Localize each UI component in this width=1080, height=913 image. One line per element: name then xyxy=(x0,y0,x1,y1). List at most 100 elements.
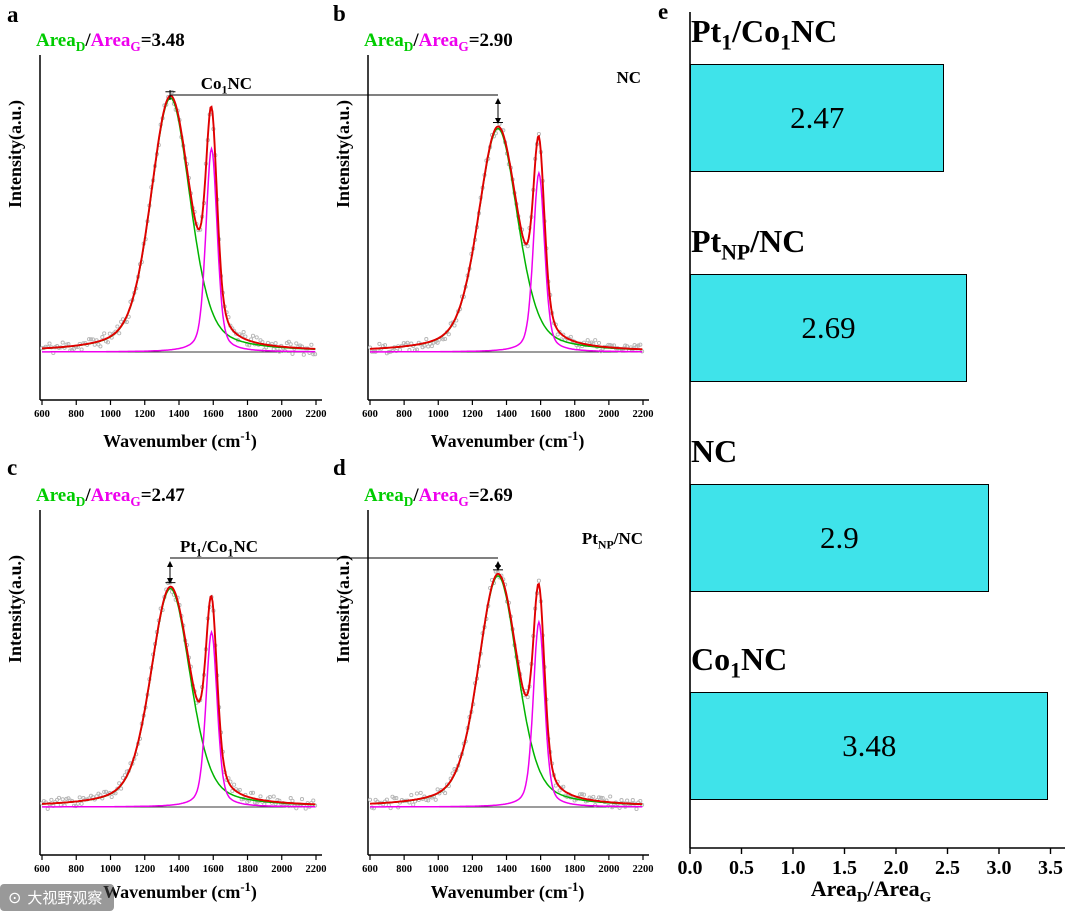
g-band-curve xyxy=(42,629,316,808)
x-tick-label: 1200 xyxy=(134,409,155,420)
raw-data-point xyxy=(394,348,399,354)
x-tick-label: 1600 xyxy=(530,864,551,875)
raw-data-point xyxy=(313,352,318,357)
raw-data-point xyxy=(49,797,54,802)
bar-x-axis-label: AreaD/AreaG xyxy=(810,876,932,906)
area-ratio-title-a: AreaD/AreaG=3.48 xyxy=(36,30,185,55)
x-axis-label: Wavenumber (cm-1) xyxy=(103,880,257,902)
raw-data-point xyxy=(578,792,583,797)
panel-b: 600 800 1000 1200 1400 1600 1800 2000 2200 b Are… xyxy=(328,0,655,455)
raw-data-point xyxy=(47,341,52,346)
x-tick-label: 600 xyxy=(34,409,50,420)
raw-data-point xyxy=(288,342,293,347)
slash: / xyxy=(85,30,91,51)
raw-data-point xyxy=(60,340,65,345)
panel-letter-e: e xyxy=(658,0,669,24)
raw-data-point xyxy=(120,775,126,780)
raw-data-point xyxy=(429,344,434,349)
x-tick-label: 1800 xyxy=(237,864,258,875)
raw-data-point xyxy=(608,794,613,799)
raw-data-point xyxy=(411,802,416,807)
raw-data-point xyxy=(119,786,124,791)
raw-data-point xyxy=(102,331,107,336)
bar-pt1-co1nc: 2.47 xyxy=(690,64,945,172)
raw-data-point xyxy=(561,784,566,789)
raman-spectrum-plot-b: 600 800 1000 1200 1400 1600 1800 2000 2200 xyxy=(362,55,654,420)
d-band-curve xyxy=(42,97,316,350)
d-band-curve xyxy=(370,127,643,351)
panel-a: 600 800 1000 1200 1400 1600 1800 2000 2200 a Are… xyxy=(0,0,328,455)
raw-data-point xyxy=(98,344,103,349)
x-tick-label: 1400 xyxy=(169,864,190,875)
raw-data-point xyxy=(79,347,84,352)
y-axis-label: Intensity(a.u.) xyxy=(5,555,25,664)
raw-data-point xyxy=(435,340,440,345)
raw-data-point xyxy=(593,338,598,343)
raw-data-point xyxy=(232,782,237,787)
raw-data-point xyxy=(585,338,590,343)
sample-label-b: NC xyxy=(616,68,641,87)
raw-data-point xyxy=(56,795,62,800)
raw-data-point xyxy=(424,797,429,803)
raw-data-point xyxy=(414,791,419,796)
x-tick-label: 2000 xyxy=(598,864,619,875)
raw-data-point xyxy=(382,343,388,348)
raw-data-point xyxy=(243,334,248,339)
raw-data-point xyxy=(102,789,107,794)
raw-data-point xyxy=(75,801,80,806)
raw-data-point xyxy=(630,798,635,803)
bar-category-label: NC xyxy=(691,433,738,469)
x-tick-label: 1600 xyxy=(203,409,224,420)
bar-nc: 2.9 xyxy=(690,484,989,592)
raw-data-point xyxy=(96,342,101,347)
area-d-label: AreaD xyxy=(364,485,414,509)
panel-letter-a: a xyxy=(7,2,19,27)
panel-e-bar-chart: 0.0 0.5 1.0 1.5 2.0 2.5 3.0 3.5 e Pt1/Co1NC 2.4… xyxy=(655,0,1080,913)
x-tick-label: 1000 xyxy=(100,864,121,875)
raw-data-point xyxy=(525,695,530,700)
bar-co1nc: 3.48 xyxy=(690,692,1049,800)
bar-x-tick-label: 1.5 xyxy=(832,857,857,879)
bar-x-tick-label: 0.0 xyxy=(678,857,703,879)
panel-d: 600 800 1000 1200 1400 1600 1800 2000 2200 d Are… xyxy=(328,455,655,913)
raw-data-point xyxy=(619,798,624,803)
x-tick-label: 1800 xyxy=(237,409,258,420)
bar-category-label: Pt1/Co1NC xyxy=(691,13,838,55)
raman-spectrum-plot-a: 600 800 1000 1200 1400 1600 1800 2000 2200 xyxy=(34,55,327,420)
raw-data-point xyxy=(103,789,109,794)
raw-data-point xyxy=(581,792,587,797)
x-tick-label: 2000 xyxy=(271,864,292,875)
d-band-curve xyxy=(42,587,316,806)
raw-data-point xyxy=(64,796,69,801)
raw-data-point xyxy=(367,797,373,802)
cumulative-fit-curve xyxy=(41,585,316,806)
raw-data-point xyxy=(625,798,630,803)
sample-label-d: PtNP/NC xyxy=(581,529,643,552)
raw-data-point xyxy=(90,337,95,342)
raw-data-point xyxy=(288,796,293,801)
area-g-label: AreaG xyxy=(90,30,141,54)
slash: / xyxy=(413,485,419,506)
raw-data-point xyxy=(250,333,256,338)
cumulative-fit-curve xyxy=(41,94,316,350)
x-axis-label: Wavenumber (cm-1) xyxy=(430,429,585,451)
raw-data-point xyxy=(119,319,124,324)
bar-value-label: 3.48 xyxy=(842,728,897,763)
bar-x-tick-label: 2.0 xyxy=(884,857,909,879)
panel-c: 600 800 1000 1200 1400 1600 1800 2000 2200 c Are… xyxy=(0,455,328,913)
x-tick-label: 800 xyxy=(396,864,412,875)
raw-data-point xyxy=(290,351,295,356)
y-axis-label: Intensity(a.u.) xyxy=(333,555,353,664)
x-tick-label: 1400 xyxy=(169,409,190,420)
watermark-text: 大视野观察 xyxy=(27,889,103,907)
x-tick-label: 2200 xyxy=(633,864,654,875)
g-band-curve xyxy=(370,170,643,353)
x-tick-label: 2200 xyxy=(633,409,654,420)
raw-data-point xyxy=(267,795,272,800)
raw-data-point xyxy=(109,794,114,800)
raw-data-point xyxy=(525,244,530,249)
raman-spectrum-plot-d: 600 800 1000 1200 1400 1600 1800 2000 2200 xyxy=(362,510,654,875)
ratio-value: =2.47 xyxy=(140,485,185,506)
raw-data-point xyxy=(634,806,639,812)
